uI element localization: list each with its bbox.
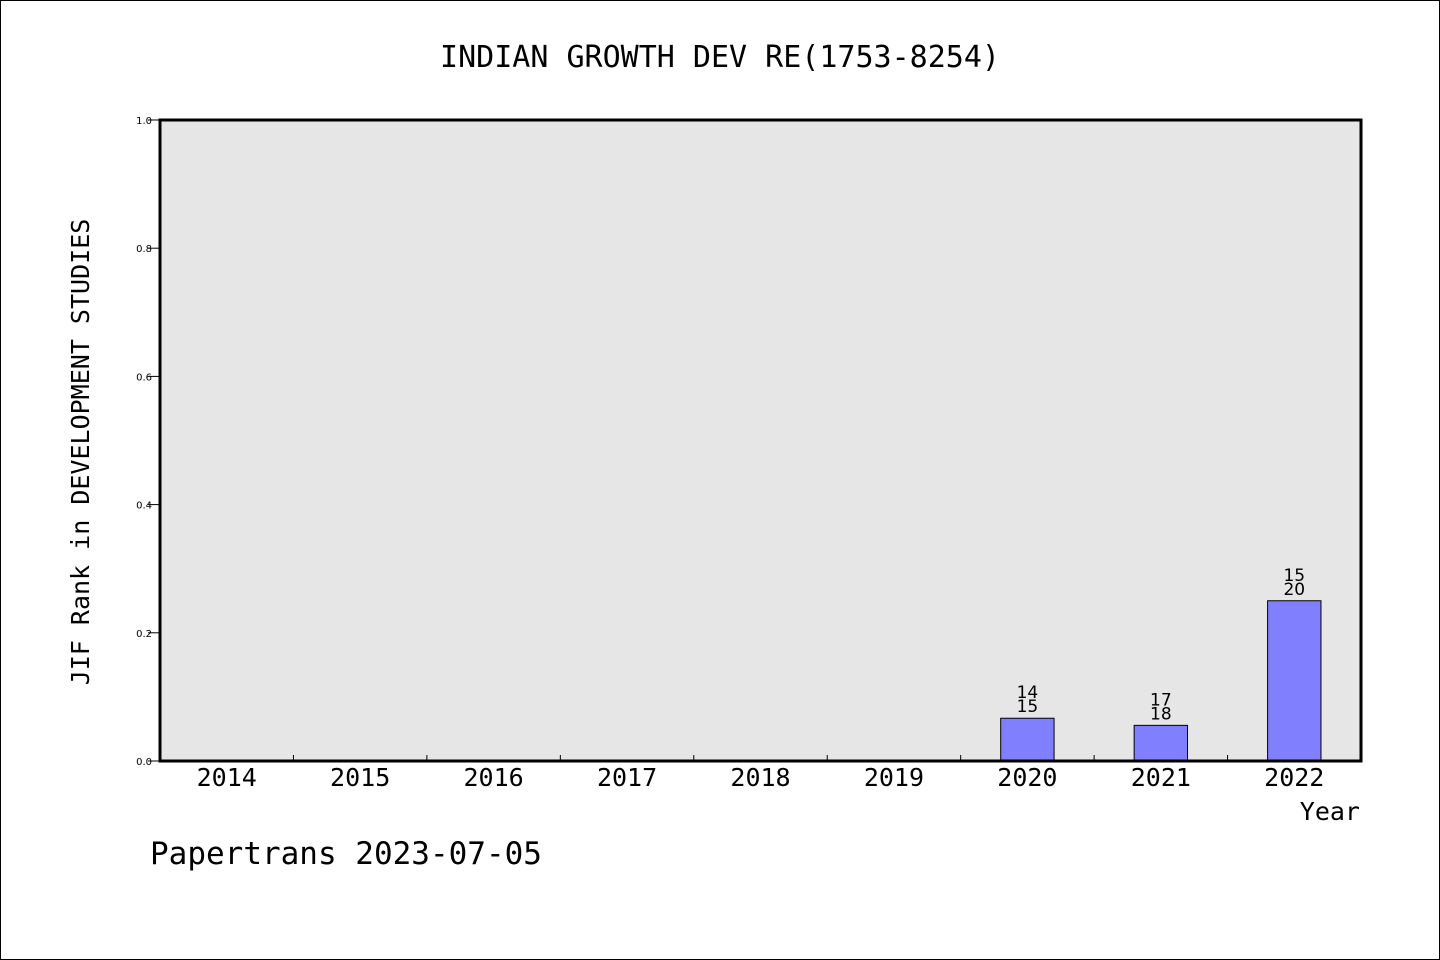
y-axis-ticks: 0.0 0.2 0.4 0.6 0.8 1.0: [136, 116, 160, 768]
y-tick-label: 0.0: [136, 757, 152, 768]
y-tick-label: 0.4: [136, 501, 152, 512]
y-axis-label: JIF Rank in DEVELOPMENT STUDIES: [66, 219, 95, 686]
x-tick-label: 2019: [864, 763, 924, 792]
plot-area: [160, 120, 1361, 761]
x-tick-label: 2014: [197, 763, 257, 792]
x-tick-label: 2016: [464, 763, 524, 792]
y-tick-label: 0.2: [136, 629, 152, 640]
chart-title: INDIAN GROWTH DEV RE(1753-8254): [440, 40, 1000, 75]
bar-rank-label: 14: [1017, 683, 1039, 703]
x-axis-label: Year: [1300, 797, 1360, 826]
bar-2021: [1133, 724, 1189, 762]
bar-rank-label: 15: [1283, 566, 1305, 586]
bar-total-label: 15: [1017, 697, 1039, 717]
x-tick-label: 2020: [997, 763, 1057, 792]
bar-2022: [1267, 600, 1322, 762]
x-tick-label: 2021: [1131, 763, 1191, 792]
footer-watermark: Papertrans 2023-07-05: [150, 836, 542, 872]
x-axis-ticks: 2014 2015 2016 2017 2018 2019 2020 2021 2022: [197, 755, 1324, 792]
x-tick-label: 2015: [330, 763, 390, 792]
y-tick-label: 0.6: [136, 372, 152, 383]
plot-border: [158, 118, 1363, 763]
x-tick-label: 2018: [730, 763, 790, 792]
x-tick-label: 2017: [597, 763, 657, 792]
x-tick-label: 2022: [1264, 763, 1324, 792]
y-tick-label: 1.0: [136, 116, 152, 127]
bar-total-label: 20: [1283, 580, 1305, 600]
bar-total-label: 18: [1150, 704, 1172, 724]
y-tick-label: 0.8: [136, 244, 152, 255]
bar-rank-label: 17: [1150, 690, 1172, 710]
bars: [1000, 600, 1322, 762]
bar-2020: [1000, 717, 1055, 762]
